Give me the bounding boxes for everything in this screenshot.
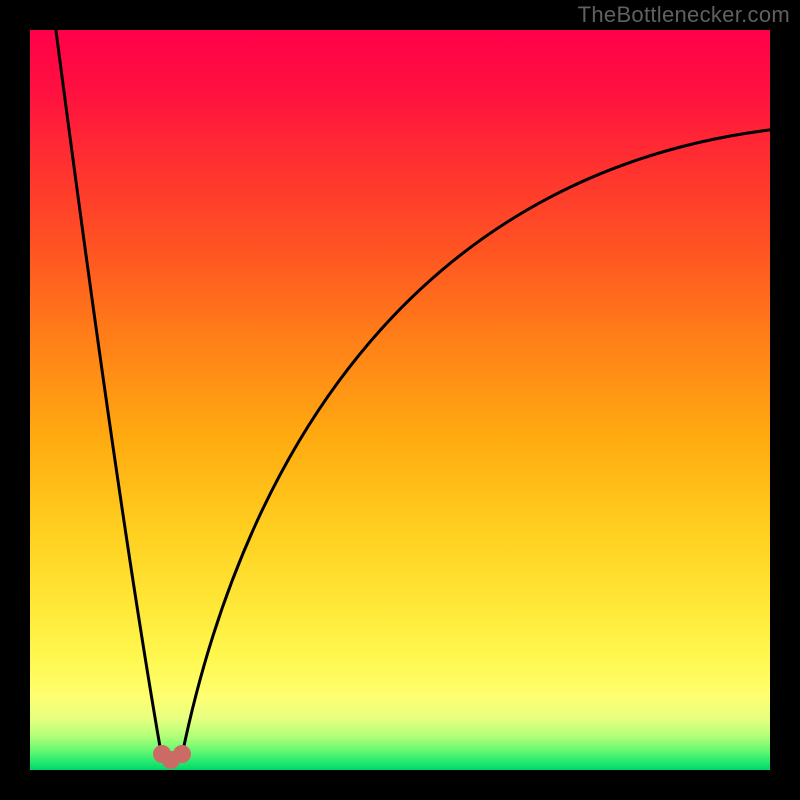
dip-marker [173,745,191,763]
curve-right-branch [182,130,770,757]
plot-area [30,30,770,770]
curve-left-branch [56,30,162,757]
watermark-text: TheBottlenecker.com [578,2,790,28]
curve-layer [30,30,770,770]
